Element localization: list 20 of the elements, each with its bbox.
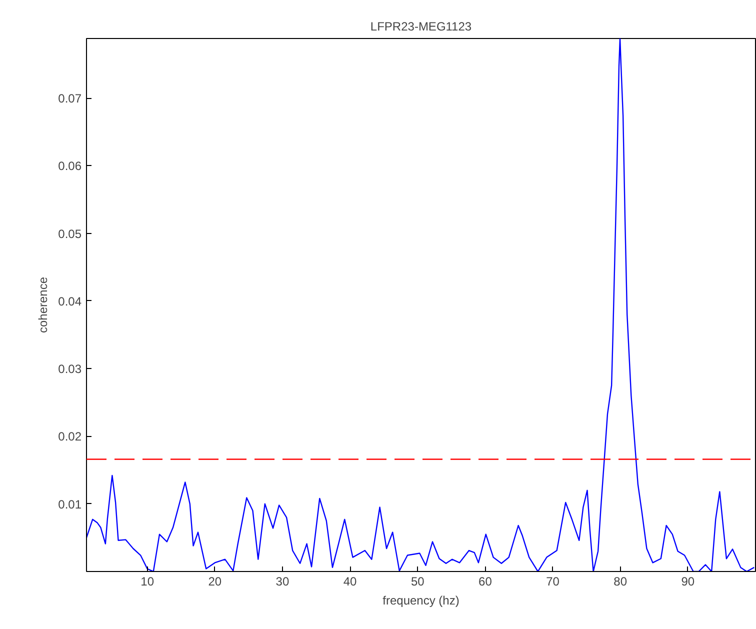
y-tick-label: 0.03	[58, 362, 82, 376]
y-axis-title: coherence	[36, 276, 50, 334]
y-tick-label: 0.07	[58, 92, 82, 106]
x-tick-label: 70	[546, 574, 560, 588]
x-tick-label: 20	[208, 574, 222, 588]
x-tick-label: 90	[681, 574, 695, 588]
chart-title: LFPR23-MEG1123	[370, 20, 472, 34]
y-tick-label: 0.01	[58, 497, 82, 512]
x-tick-label: 80	[614, 574, 628, 588]
y-tick-label: 0.06	[58, 159, 82, 174]
x-tick-label: 10	[140, 574, 154, 588]
x-tick-label: 50	[410, 574, 425, 588]
y-tick-label: 0.02	[58, 430, 82, 444]
x-axis-title: frequency (hz)	[382, 594, 460, 608]
line-series	[86, 38, 755, 572]
y-tick-label: 0.04	[58, 294, 82, 308]
x-tick-label: 30	[276, 574, 290, 588]
x-tick-label: 60	[478, 574, 492, 588]
y-tick-label: 0.05	[58, 226, 82, 241]
x-tick-label: 40	[343, 574, 358, 588]
